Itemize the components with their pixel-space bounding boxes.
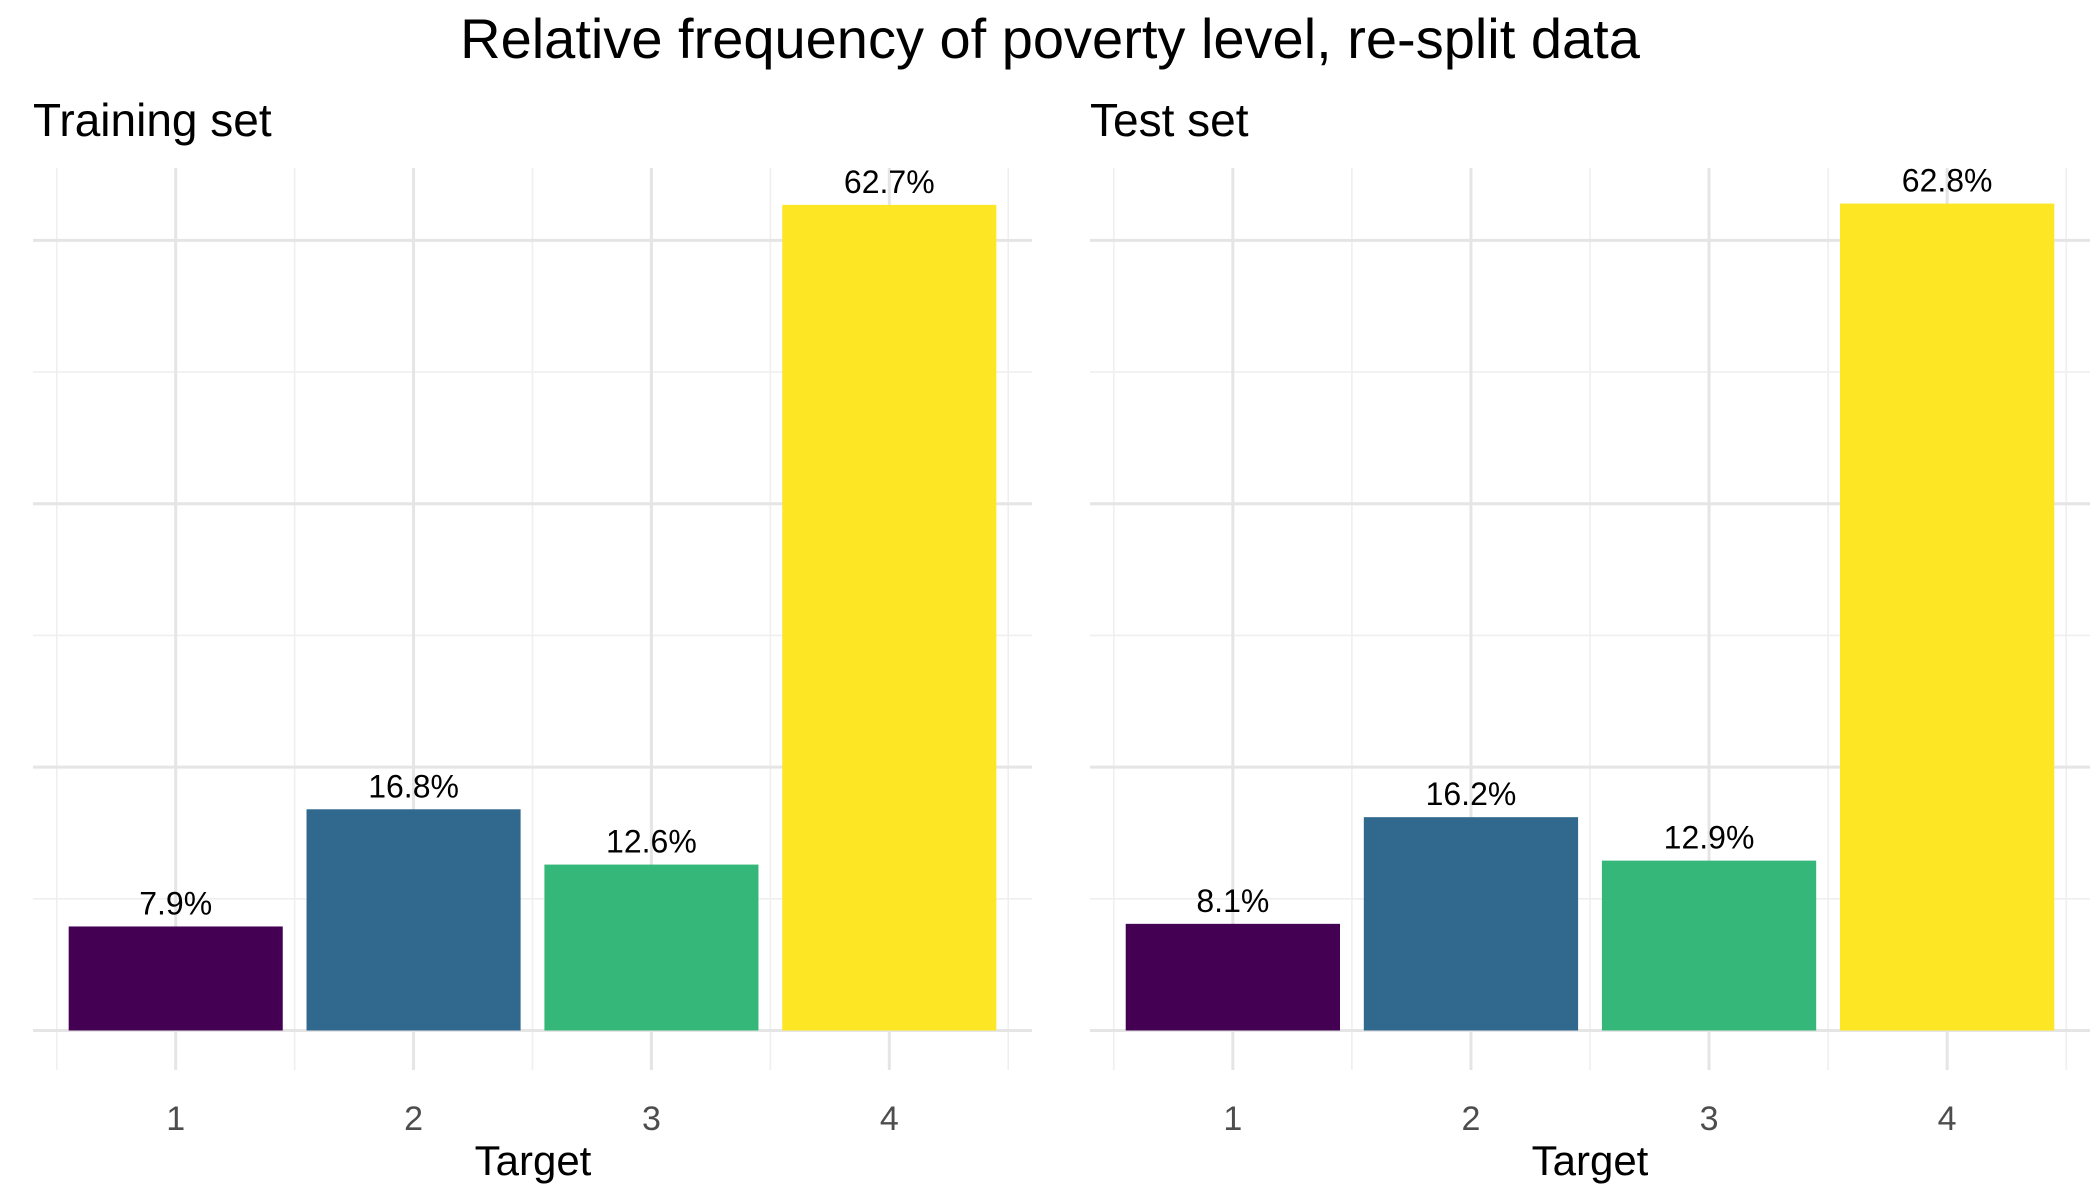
training-set-x-ticks: 1 2 3 4 [166, 1100, 898, 1138]
test-set-bar-2 [1363, 817, 1579, 1031]
test-set-bar-1 [1125, 923, 1340, 1031]
training-set-title: Training set [33, 94, 272, 146]
training-set-bar-2 [306, 809, 521, 1031]
test-set-x-tick-3: 3 [1700, 1100, 1719, 1138]
test-set-title: Test set [1090, 94, 1249, 146]
training-set-x-tick-3: 3 [642, 1100, 661, 1138]
training-set-bar-4 [782, 204, 997, 1031]
test-set-data-label-2: 16.2% [1426, 776, 1517, 812]
training-set-x-tick-4: 4 [880, 1100, 899, 1138]
test-set-x-axis-title: Target [1532, 1137, 1649, 1184]
figure-title: Relative frequency of poverty level, re-… [460, 7, 1641, 70]
test-set-panel: Test set 8.1% 16.2% 12.9% 62.8% 1 2 3 4 Target [1090, 94, 2090, 1184]
training-set-bar-3 [544, 864, 759, 1031]
training-set-data-label-1: 7.9% [139, 885, 212, 921]
test-set-bars [1125, 203, 2055, 1031]
training-set-x-tick-1: 1 [166, 1100, 185, 1138]
test-set-bar-3 [1601, 860, 1817, 1031]
training-set-data-label-4: 62.7% [844, 164, 935, 200]
test-set-data-label-1: 8.1% [1196, 883, 1269, 919]
test-set-data-labels: 8.1% 16.2% 12.9% 62.8% [1196, 163, 1992, 919]
training-set-panel: Training set 7.9% 16.8% 12.6% 62.7% 1 2 3 4 Ta… [33, 94, 1032, 1184]
test-set-bar-4 [1840, 203, 2055, 1031]
test-set-x-tick-2: 2 [1461, 1100, 1480, 1138]
test-set-x-tick-1: 1 [1223, 1100, 1242, 1138]
training-set-x-axis-title: Target [475, 1137, 592, 1184]
test-set-data-label-3: 12.9% [1664, 820, 1755, 856]
test-set-x-ticks: 1 2 3 4 [1223, 1100, 1956, 1138]
training-set-data-label-2: 16.8% [368, 768, 459, 804]
training-set-data-label-3: 12.6% [606, 824, 697, 860]
training-set-bar-1 [68, 926, 283, 1031]
training-set-bars [68, 204, 997, 1031]
training-set-x-tick-2: 2 [404, 1100, 423, 1138]
test-set-x-tick-4: 4 [1938, 1100, 1957, 1138]
test-set-data-label-4: 62.8% [1902, 163, 1993, 199]
training-set-data-labels: 7.9% 16.8% 12.6% 62.7% [139, 164, 934, 922]
